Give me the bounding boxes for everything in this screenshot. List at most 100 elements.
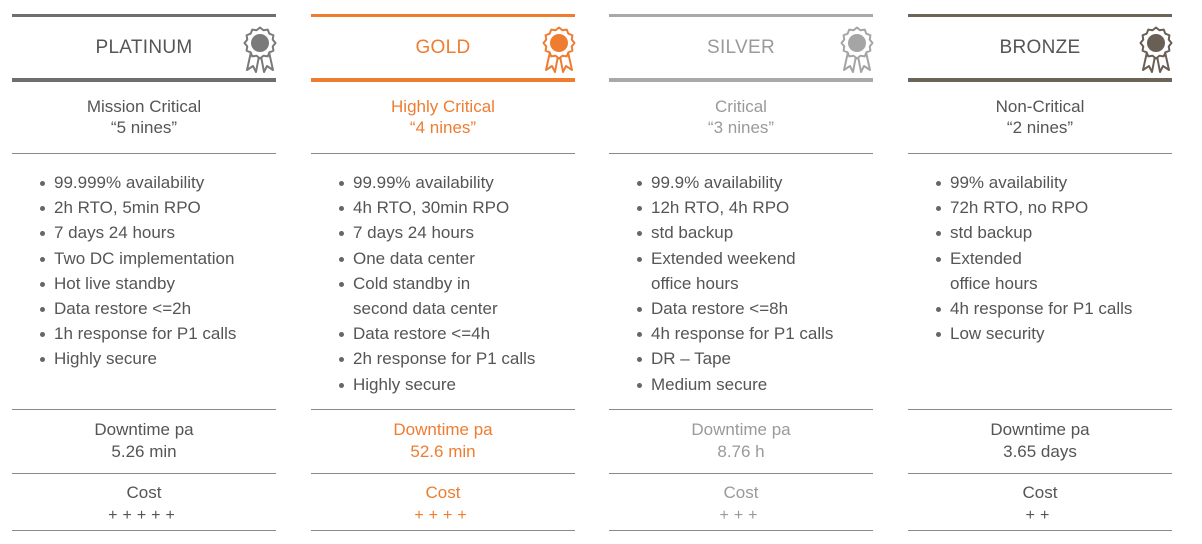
bullet-icon [40, 231, 45, 237]
feature-item: std backup [637, 220, 873, 245]
award-ribbon-icon [540, 26, 578, 74]
bullet-icon [339, 206, 344, 212]
feature-item: One data center [339, 246, 575, 271]
feature-item: std backup [936, 220, 1172, 245]
downtime-label: Downtime pa [691, 420, 791, 439]
nines-label: “4 nines” [409, 118, 477, 137]
bullet-icon [637, 256, 642, 262]
bullet-icon [40, 357, 45, 363]
tier-header: BRONZE [908, 14, 1175, 82]
divider [609, 409, 873, 410]
divider [908, 473, 1172, 474]
tier-name: PLATINUM [95, 37, 193, 58]
tier-column-gold: GOLD Highly Critical “4 nines” 99.99% avail… [311, 0, 578, 544]
bullet-icon [637, 181, 642, 186]
tier-header: PLATINUM [12, 14, 279, 82]
award-ribbon-icon [1137, 26, 1175, 74]
divider [908, 409, 1172, 410]
tier-column-silver: SILVER Critical “3 nines” 99.9% availabilit… [609, 0, 874, 544]
downtime-block: Downtime pa 3.65 days [908, 419, 1172, 463]
bullet-icon [637, 231, 642, 237]
divider [311, 530, 575, 531]
feature-text: Cold standby in [353, 273, 471, 293]
feature-text: 7 days 24 hours [353, 223, 474, 243]
feature-text: Medium secure [651, 374, 768, 394]
bullet-icon [40, 307, 45, 313]
feature-text: Hot live standby [54, 273, 175, 293]
divider [908, 530, 1172, 531]
feature-text: 2h RTO, 5min RPO [54, 198, 201, 218]
cost-rating: ++ [1025, 507, 1055, 524]
downtime-label: Downtime pa [393, 420, 493, 439]
feature-item: Two DC implementation [40, 246, 276, 271]
feature-text: office hours [950, 273, 1038, 293]
feature-text: 12h RTO, 4h RPO [651, 198, 790, 218]
feature-text: Data restore <=2h [54, 299, 192, 319]
divider [12, 530, 276, 531]
nines-label: “2 nines” [1006, 118, 1074, 137]
bullet-icon [339, 332, 344, 338]
tier-column-platinum: PLATINUM Mission Critical “5 nines” 99.999%… [12, 0, 279, 544]
bullet-icon [637, 307, 642, 313]
feature-item: Cold standby in [339, 271, 575, 296]
feature-item: Data restore <=4h [339, 321, 575, 346]
award-ribbon-icon [241, 26, 279, 74]
feature-text: Data restore <=4h [353, 324, 491, 344]
divider [609, 153, 873, 154]
feature-item: 12h RTO, 4h RPO [637, 195, 873, 220]
bullet-icon [40, 256, 45, 262]
bullet-icon [936, 181, 941, 186]
feature-text: 4h RTO, 30min RPO [353, 198, 510, 218]
feature-item: 72h RTO, no RPO [936, 195, 1172, 220]
bullet-icon [936, 206, 941, 212]
feature-text: second data center [353, 299, 498, 319]
downtime-block: Downtime pa 52.6 min [311, 419, 575, 463]
feature-item: 4h response for P1 calls [936, 296, 1172, 321]
cost-label: Cost [723, 483, 759, 502]
downtime-value: 52.6 min [410, 442, 476, 461]
downtime-block: Downtime pa 5.26 min [12, 419, 276, 463]
divider [12, 409, 276, 410]
tier-name: BRONZE [999, 37, 1081, 58]
criticality-block: Highly Critical “4 nines” [311, 96, 575, 138]
feature-text: 4h response for P1 calls [651, 324, 834, 344]
feature-text: Low security [950, 324, 1045, 344]
criticality-block: Critical “3 nines” [609, 96, 873, 138]
feature-text: 7 days 24 hours [54, 223, 175, 243]
downtime-block: Downtime pa 8.76 h [609, 419, 873, 463]
cost-rating: +++ [719, 507, 763, 524]
divider [311, 153, 575, 154]
feature-text: Extended [950, 248, 1022, 268]
divider [311, 409, 575, 410]
downtime-value: 5.26 min [111, 442, 177, 461]
feature-item: Extended weekend [637, 246, 873, 271]
feature-item: office hours [936, 271, 1172, 296]
feature-item: 2h response for P1 calls [339, 346, 575, 371]
feature-item: DR – Tape [637, 346, 873, 371]
nines-label: “3 nines” [707, 118, 775, 137]
feature-text: std backup [950, 223, 1033, 243]
feature-item: Medium secure [637, 372, 873, 397]
feature-text: 2h response for P1 calls [353, 349, 536, 369]
downtime-value: 8.76 h [717, 442, 765, 461]
feature-item: Extended [936, 246, 1172, 271]
bullet-icon [637, 382, 642, 388]
feature-text: Extended weekend [651, 248, 796, 268]
bullet-icon [40, 281, 45, 287]
bullet-icon [936, 256, 941, 262]
feature-item: 2h RTO, 5min RPO [40, 195, 276, 220]
divider [12, 473, 276, 474]
criticality-block: Mission Critical “5 nines” [12, 96, 276, 138]
feature-list: 99.999% availability 2h RTO, 5min RPO 7 da… [40, 170, 276, 372]
bullet-icon [936, 332, 941, 338]
feature-text: 4h response for P1 calls [950, 299, 1133, 319]
feature-item: 7 days 24 hours [40, 220, 276, 245]
feature-text: Data restore <=8h [651, 299, 789, 319]
feature-list: 99.99% availability 4h RTO, 30min RPO 7 da… [339, 170, 575, 397]
cost-rating: +++++ [108, 507, 180, 524]
feature-item: second data center [339, 296, 575, 321]
tier-column-bronze: BRONZE Non-Critical “2 nines” 99% availabil… [908, 0, 1175, 544]
feature-item: 7 days 24 hours [339, 220, 575, 245]
bullet-icon [40, 206, 45, 212]
feature-text: One data center [353, 248, 475, 268]
